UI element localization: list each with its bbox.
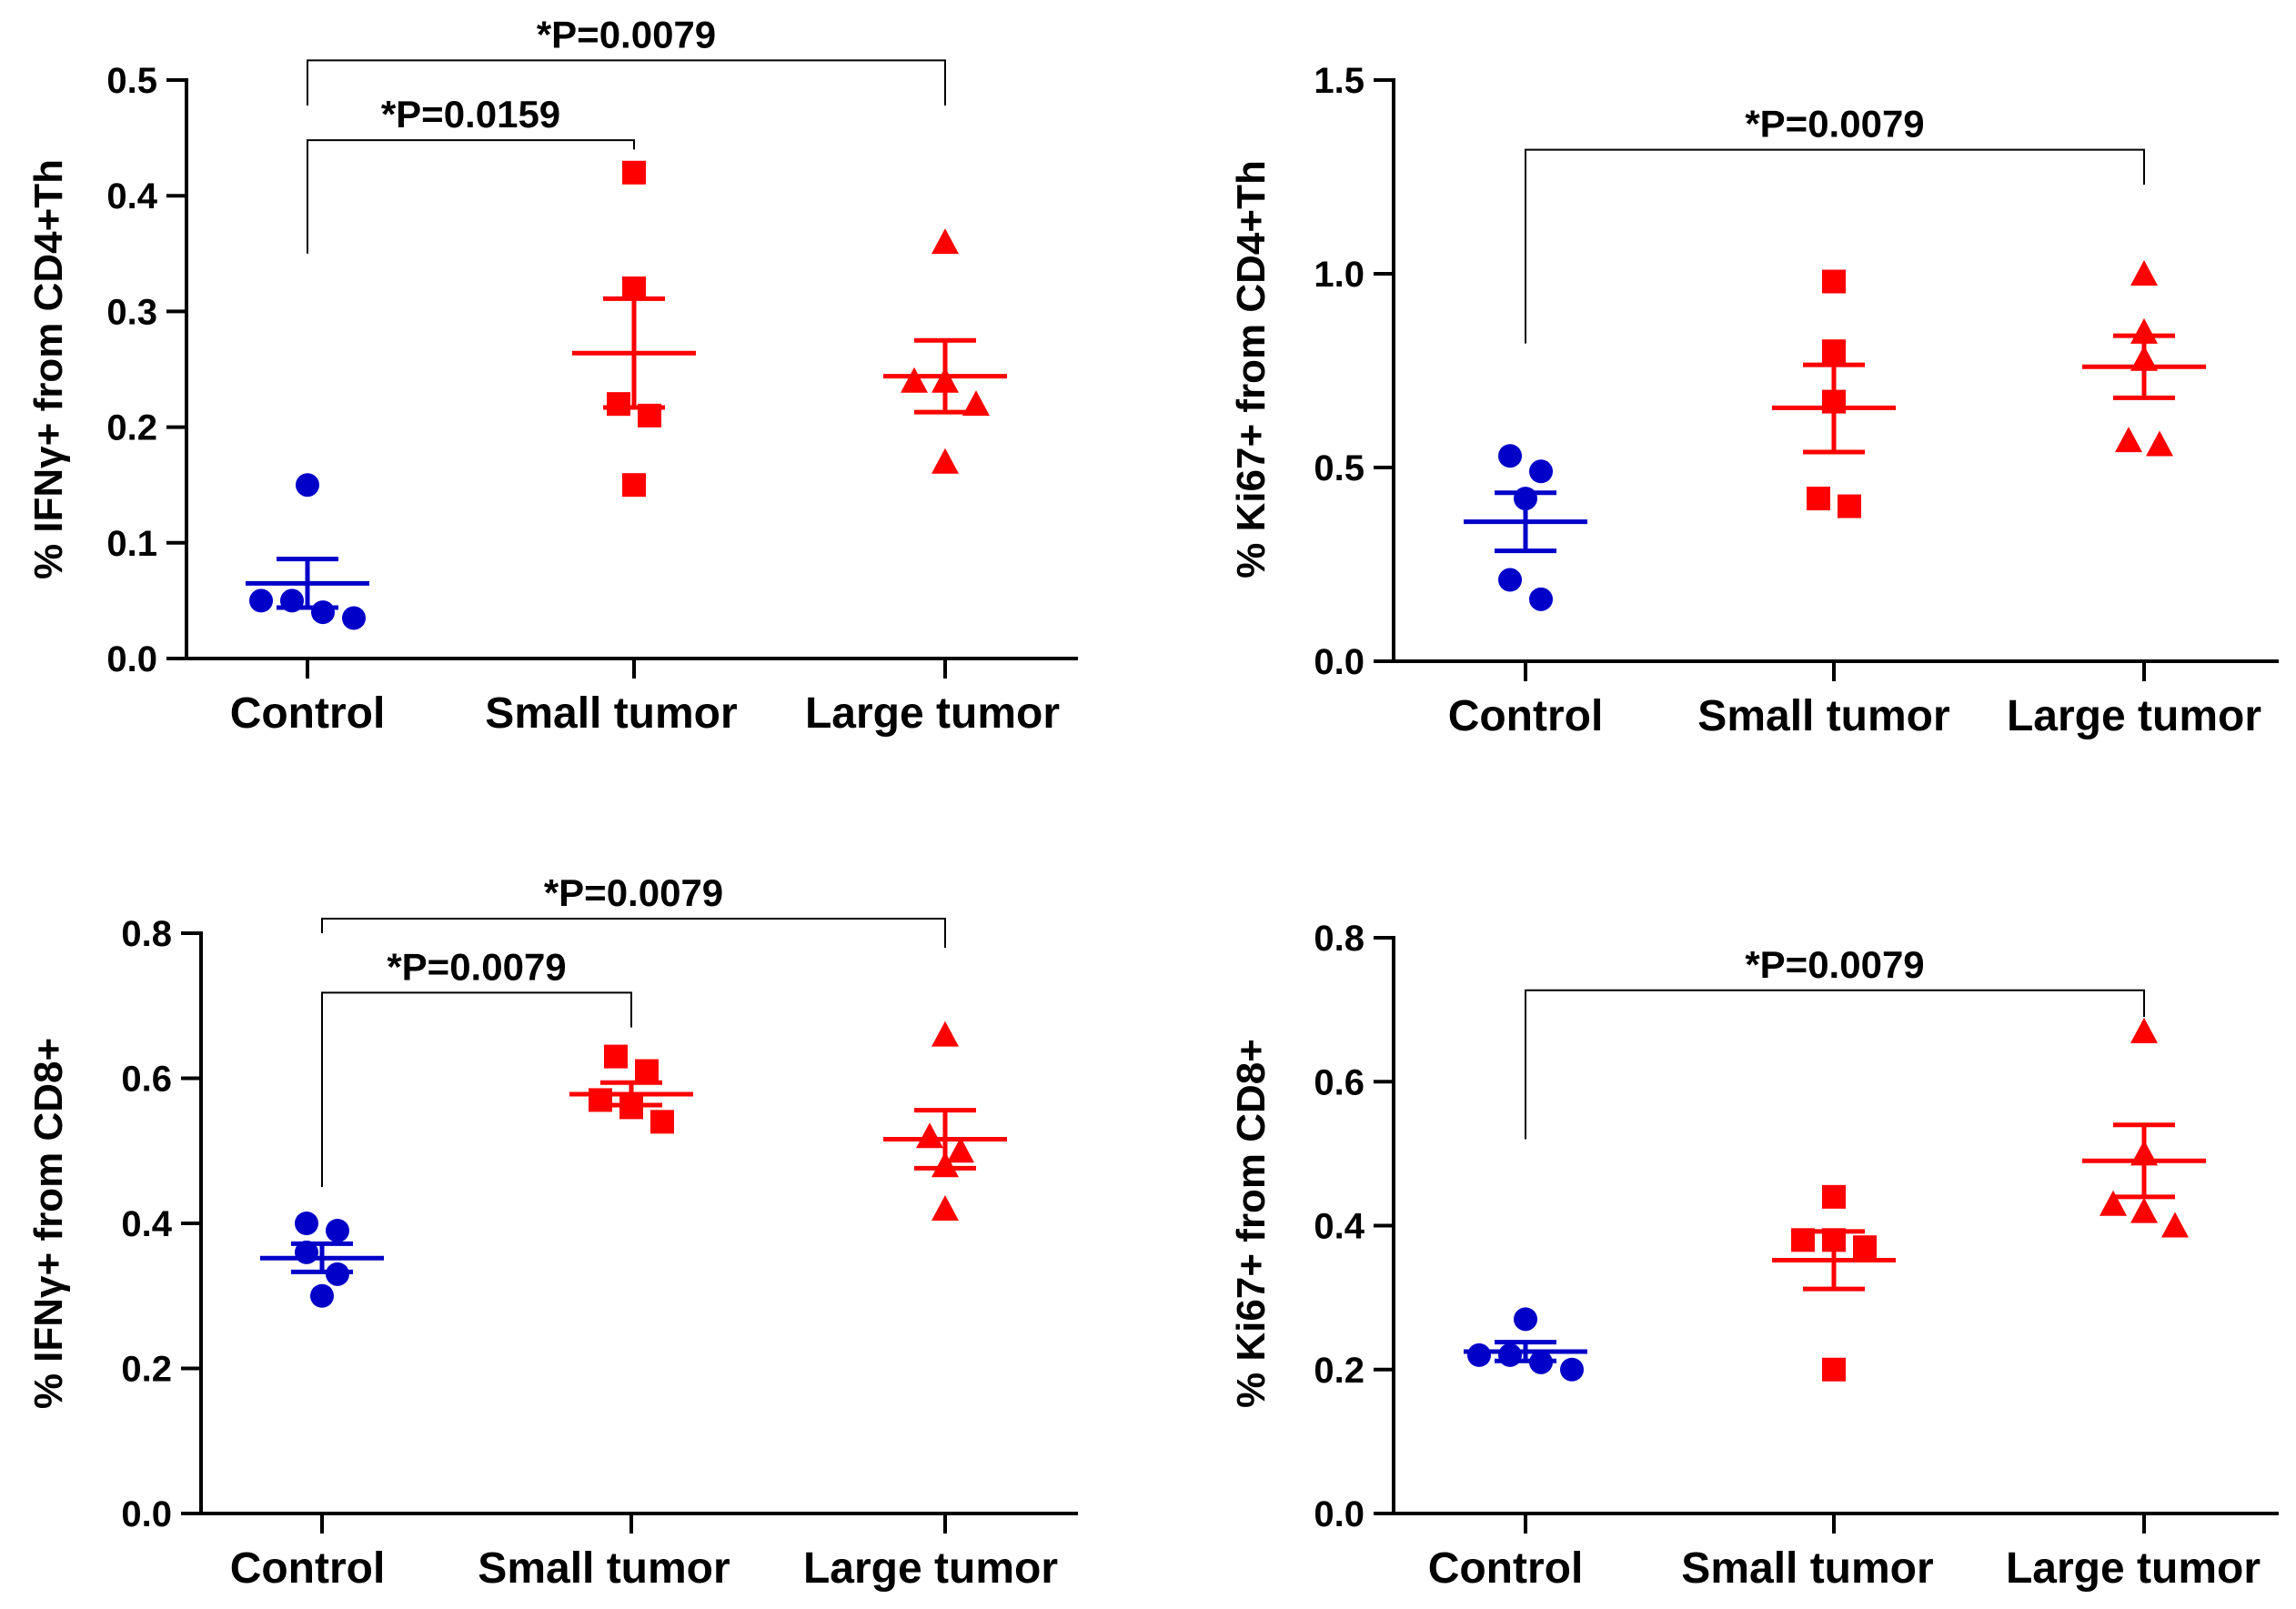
- significance-label: *P=0.0079: [387, 945, 566, 988]
- data-point: [622, 276, 646, 300]
- data-point: [589, 1088, 612, 1112]
- y-axis-label: % IFNγ+ from CD4+Th: [26, 159, 71, 579]
- y-tick-label: 0.8: [1314, 919, 1365, 959]
- x-category-label: Control: [1428, 1544, 1584, 1593]
- x-category-label: Large tumor: [2006, 1544, 2261, 1593]
- data-point: [1560, 1357, 1584, 1382]
- data-point: [607, 392, 630, 417]
- data-point: [296, 473, 319, 498]
- data-point: [1467, 1343, 1491, 1367]
- y-tick-label: 0.6: [1314, 1062, 1365, 1102]
- y-tick-label: 0.0: [121, 1494, 172, 1534]
- y-tick-label: 0.5: [1314, 448, 1365, 488]
- data-point: [1822, 339, 1846, 364]
- data-point: [931, 448, 959, 474]
- data-point: [1822, 1184, 1846, 1209]
- significance-bracket: [1525, 148, 2145, 344]
- data-point: [650, 1110, 674, 1134]
- y-tick-label: 0.8: [121, 914, 172, 954]
- data-point: [1514, 1307, 1537, 1332]
- data-point: [962, 390, 990, 417]
- y-tick-label: 0.0: [1314, 1494, 1365, 1534]
- data-point: [931, 228, 959, 255]
- x-category-label: Control: [230, 1544, 386, 1593]
- data-point: [1498, 1343, 1522, 1367]
- significance-label: *P=0.0079: [1745, 103, 1924, 146]
- y-tick-label: 0.5: [106, 61, 157, 101]
- data-point: [1498, 444, 1522, 468]
- data-point: [947, 1137, 974, 1163]
- data-point: [1822, 269, 1846, 294]
- data-point: [2130, 1197, 2158, 1223]
- data-point: [326, 1218, 349, 1242]
- data-point: [1822, 1357, 1846, 1382]
- y-tick-label: 0.2: [1314, 1351, 1365, 1391]
- y-tick-label: 0.4: [106, 176, 157, 216]
- y-tick-label: 0.0: [1314, 642, 1365, 682]
- data-point: [2146, 430, 2173, 457]
- data-point: [2130, 1017, 2158, 1043]
- significance-bracket: [1525, 989, 2145, 1140]
- y-tick-label: 0.2: [121, 1350, 172, 1390]
- data-point: [1529, 587, 1553, 611]
- data-point: [249, 588, 273, 613]
- data-point: [1498, 568, 1522, 592]
- chart-panel-ki67-cd4: 0.0 0.5 1.0 1.5 Control Small tumor Large tumo…: [1229, 61, 2279, 740]
- data-point: [916, 1122, 943, 1149]
- data-point: [1853, 1235, 1877, 1260]
- y-tick-label: 0.0: [106, 639, 157, 679]
- y-axis-label: % Ki67+ from CD8+: [1229, 1039, 1274, 1408]
- data-point: [1807, 487, 1830, 511]
- data-point: [2161, 1212, 2189, 1238]
- significance-bracket: [307, 59, 946, 106]
- significance-bracket: [307, 139, 635, 254]
- y-tick-label: 0.2: [106, 408, 157, 448]
- significance-bracket: [321, 918, 946, 948]
- data-point: [622, 160, 646, 185]
- x-category-label: Large tumor: [803, 1544, 1058, 1593]
- x-category-label: Small tumor: [1697, 692, 1949, 740]
- x-category-label: Small tumor: [478, 1544, 730, 1593]
- x-category-label: Large tumor: [805, 689, 1060, 738]
- data-point: [2100, 1190, 2127, 1216]
- y-tick-label: 0.6: [121, 1060, 172, 1100]
- chart-panel-ifng-cd8: 0.0 0.2 0.4 0.6 0.8 Control Small tumor Large t…: [26, 871, 1078, 1593]
- data-point: [2115, 427, 2142, 453]
- data-point: [295, 1212, 318, 1235]
- y-tick-label: 0.1: [106, 524, 157, 564]
- x-category-label: Large tumor: [2007, 692, 2261, 740]
- data-point: [311, 600, 335, 625]
- data-point: [622, 473, 646, 498]
- data-point: [604, 1044, 628, 1069]
- data-point: [1529, 459, 1553, 484]
- data-point: [901, 367, 928, 393]
- y-tick-label: 1.0: [1314, 255, 1365, 295]
- data-point: [635, 1059, 659, 1083]
- significance-bracket: [321, 991, 632, 1188]
- y-axis-label: % IFNγ+ from CD8+: [26, 1038, 71, 1409]
- data-point: [931, 1195, 959, 1222]
- significance-label: *P=0.0079: [537, 13, 716, 55]
- x-category-label: Control: [1448, 692, 1604, 740]
- y-axis-label: % Ki67+ from CD4+Th: [1229, 160, 1274, 578]
- significance-label: *P=0.0159: [381, 93, 560, 136]
- data-point: [2130, 260, 2158, 286]
- significance-label: *P=0.0079: [1745, 943, 1924, 986]
- x-category-label: Small tumor: [1681, 1544, 1933, 1593]
- data-point: [310, 1283, 334, 1308]
- chart-panel-ki67-cd8: 0.0 0.2 0.4 0.6 0.8 Control Small tumor Large t…: [1229, 919, 2279, 1593]
- data-point: [1838, 494, 1861, 518]
- y-tick-label: 0.4: [1314, 1207, 1365, 1247]
- y-tick-label: 0.4: [121, 1204, 172, 1244]
- data-point: [342, 606, 366, 630]
- significance-label: *P=0.0079: [544, 871, 723, 914]
- y-tick-label: 1.5: [1314, 61, 1365, 101]
- x-category-label: Small tumor: [485, 689, 737, 738]
- data-point: [931, 1021, 959, 1047]
- y-tick-label: 0.3: [106, 292, 157, 332]
- x-category-label: Control: [230, 689, 386, 738]
- chart-panel-ifng-cd4: 0.0 0.1 0.2 0.3 0.4 0.5 Control Small tumor Larg…: [26, 13, 1078, 738]
